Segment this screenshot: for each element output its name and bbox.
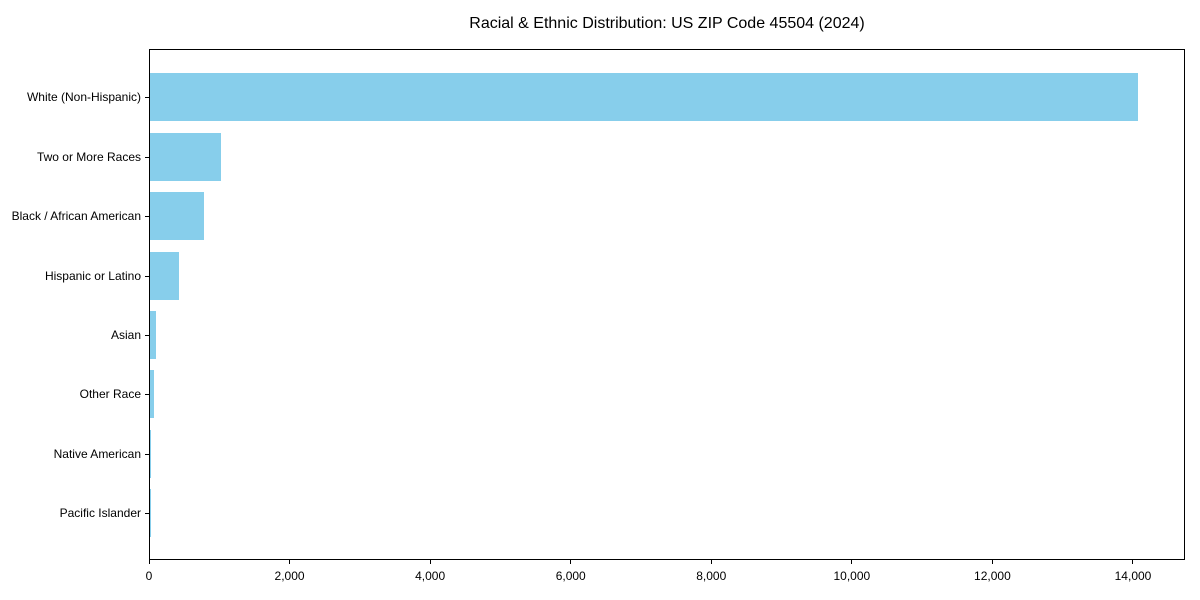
plot-area [149, 49, 1185, 560]
x-tick-label: 6,000 [555, 569, 586, 583]
y-tick [145, 453, 149, 455]
y-axis-label: Asian [110, 327, 141, 342]
x-tick-label: 0 [145, 569, 153, 583]
x-tick-label: 4,000 [415, 569, 446, 583]
x-tick-label: 10,000 [833, 569, 871, 583]
x-tick [851, 560, 853, 564]
x-tick [148, 560, 150, 564]
y-tick [145, 513, 149, 515]
x-tick [289, 560, 291, 564]
y-tick [145, 334, 149, 336]
y-tick [145, 394, 149, 396]
bar [150, 73, 1138, 122]
y-tick [145, 156, 149, 158]
bar [150, 192, 205, 241]
x-tick [1132, 560, 1134, 564]
bar [150, 251, 179, 300]
x-tick [429, 560, 431, 564]
y-tick [145, 275, 149, 277]
y-axis-label: Pacific Islander [59, 506, 141, 521]
y-tick [145, 216, 149, 218]
x-tick-label: 2,000 [274, 569, 305, 583]
y-axis-label: Two or More Races [36, 149, 141, 164]
bar [150, 132, 221, 181]
y-axis-label: Black / African American [11, 209, 141, 224]
x-tick [710, 560, 712, 564]
x-tick-label: 14,000 [1114, 569, 1152, 583]
x-tick [991, 560, 993, 564]
bar [150, 370, 154, 419]
y-axis-label: Hispanic or Latino [44, 268, 141, 283]
y-axis-label: White (Non-Hispanic) [26, 90, 141, 105]
bar [150, 310, 156, 359]
y-axis-label: Other Race [79, 387, 141, 402]
y-axis-label: Native American [53, 446, 141, 461]
y-tick [145, 97, 149, 99]
x-tick-label: 8,000 [696, 569, 727, 583]
x-tick [570, 560, 572, 564]
x-tick-label: 12,000 [974, 569, 1011, 583]
chart-title: Racial & Ethnic Distribution: US ZIP Cod… [469, 15, 865, 32]
bars-layer [150, 50, 1184, 559]
